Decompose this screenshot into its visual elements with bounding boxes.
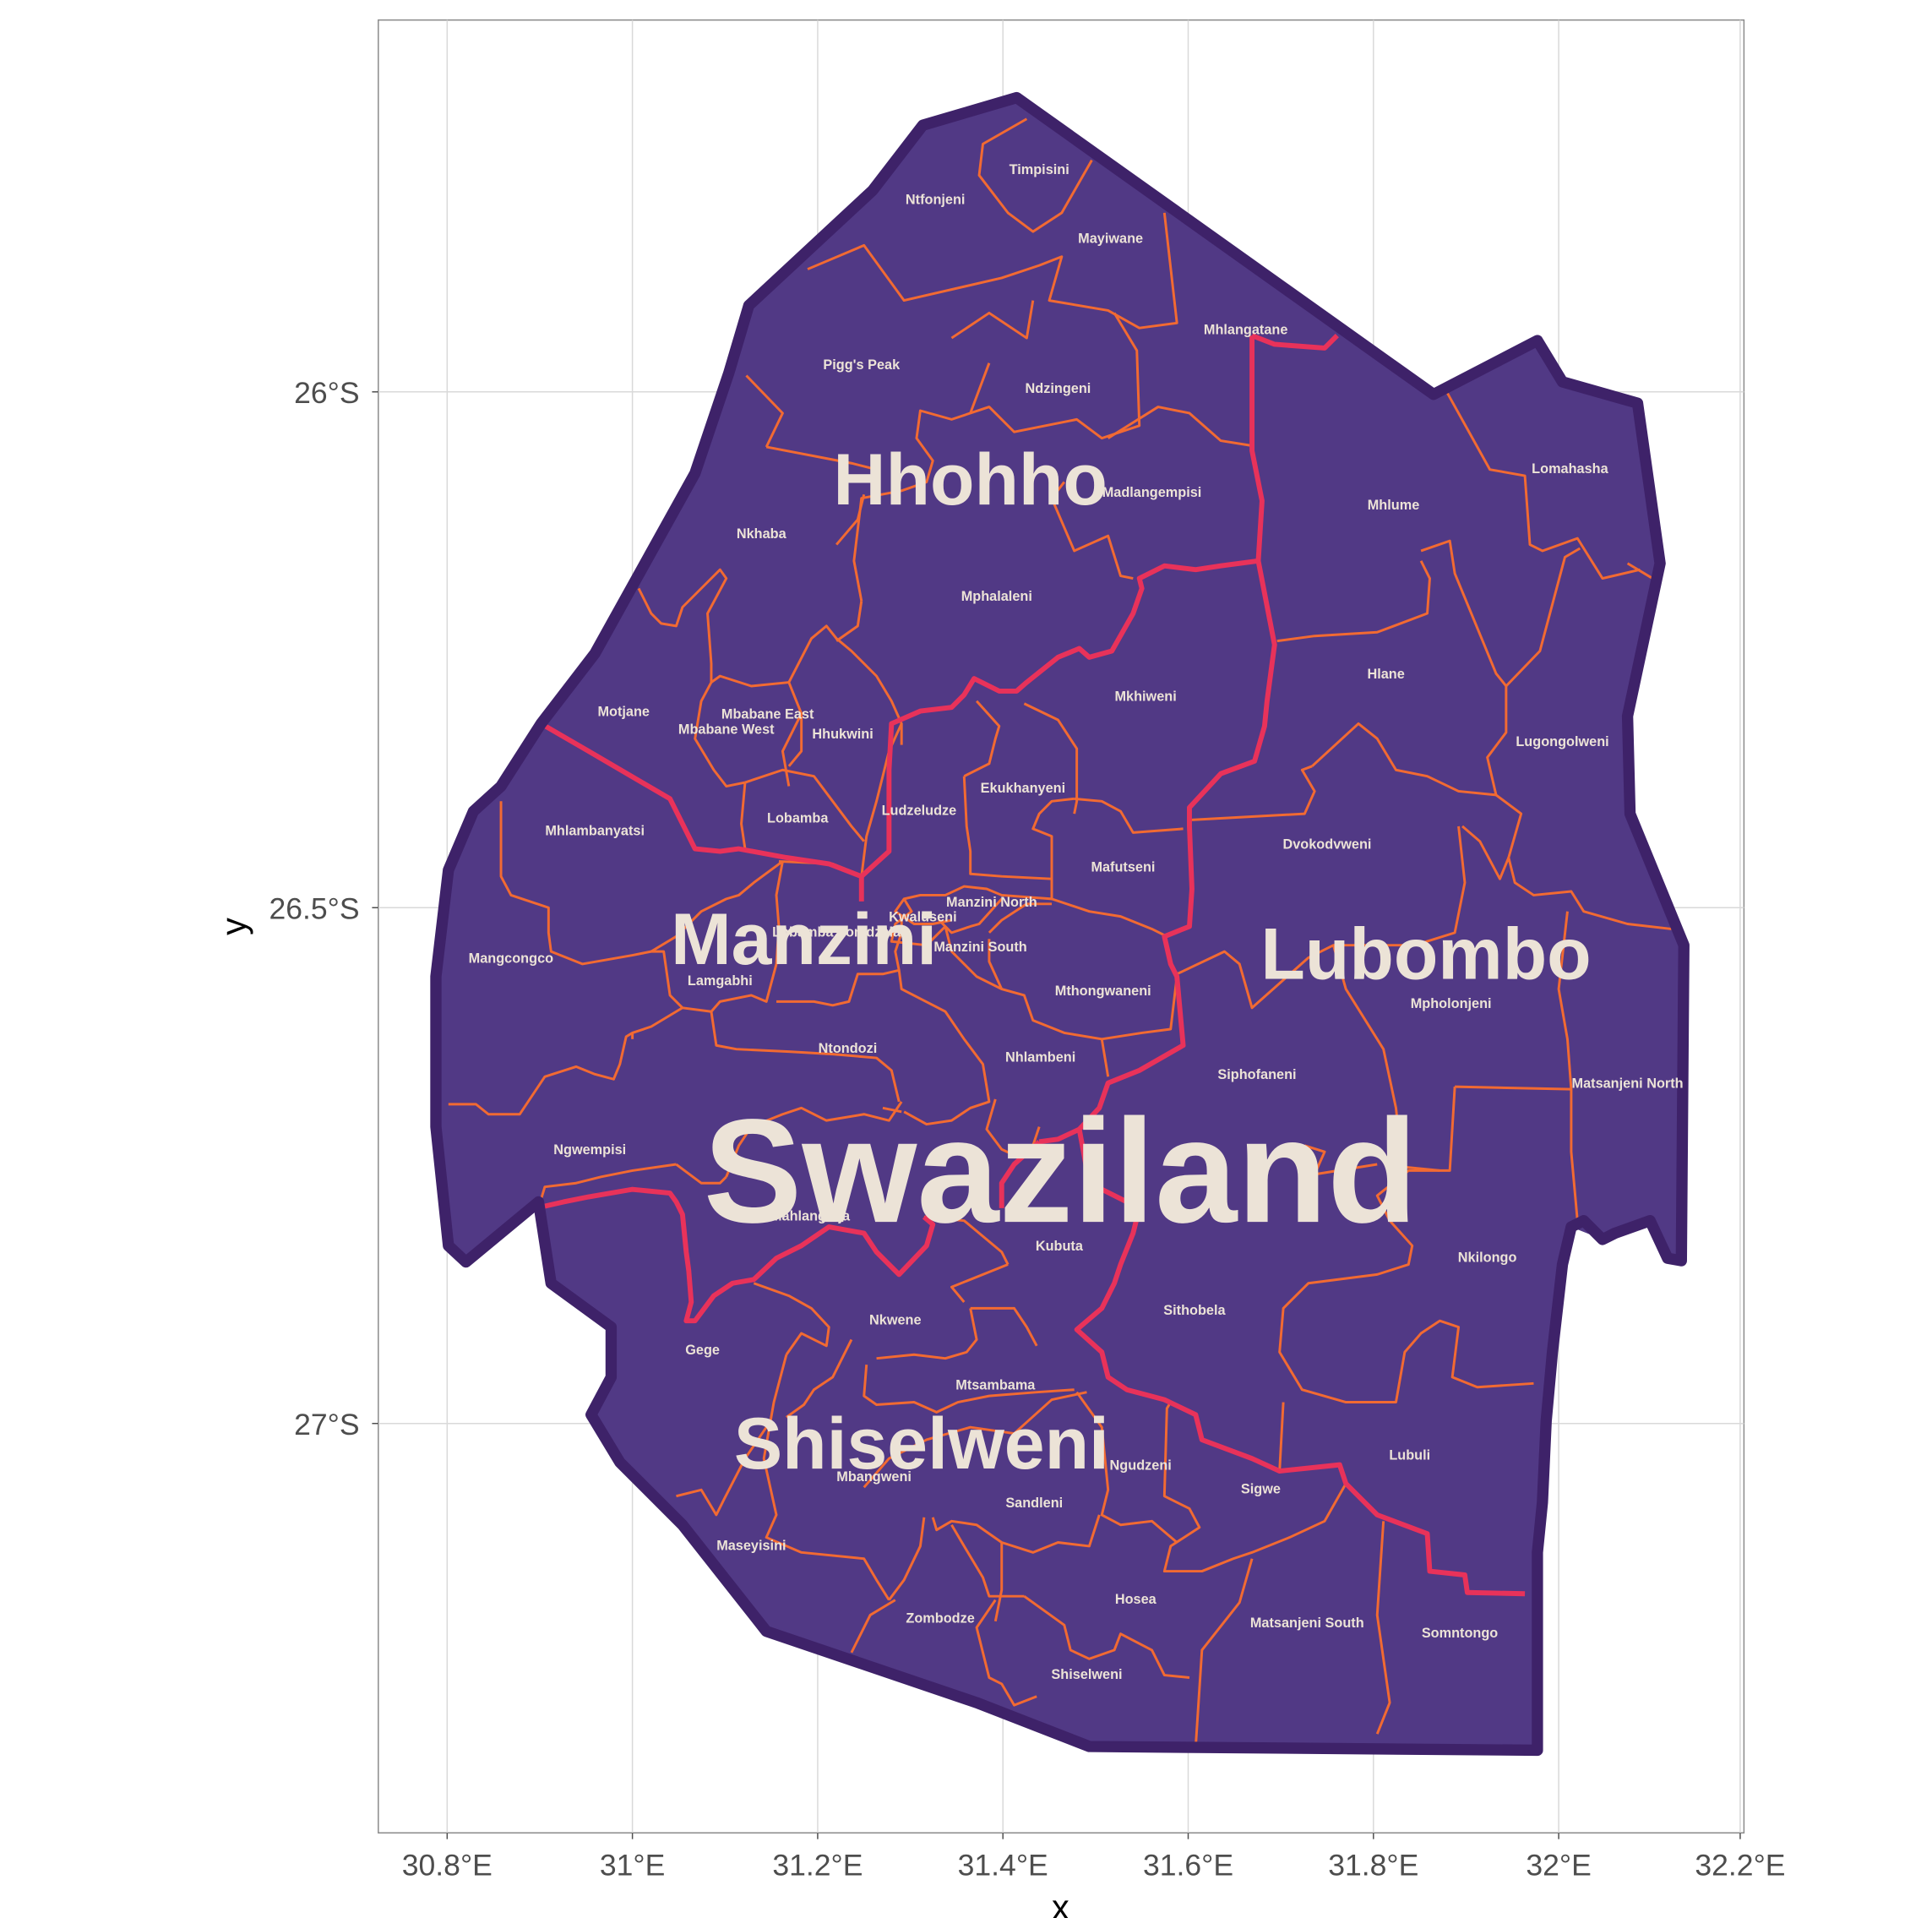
y-tick-label: 26°S <box>294 376 359 410</box>
inkhundla-label: Sithobela <box>1163 1303 1226 1318</box>
axis-ticks <box>372 391 1741 1839</box>
x-tick-label: 31.4°E <box>958 1849 1048 1883</box>
x-axis-title: x <box>1052 1887 1069 1918</box>
inkhundla-label: Motjane <box>597 705 650 720</box>
inkhundla-label: Mayiwane <box>1078 231 1143 246</box>
inkhundla-label: Mbabane East <box>721 707 814 722</box>
inkhundla-label: Timpisini <box>1010 162 1069 177</box>
x-tick-label: 31.6°E <box>1143 1849 1233 1883</box>
y-axis-labels: 26°S 26.5°S 27°S <box>269 376 359 1441</box>
inkhundla-label: Hlane <box>1367 667 1404 682</box>
x-axis-labels: 30.8°E 31°E 31.2°E 31.4°E 31.6°E 31.8°E … <box>402 1849 1786 1883</box>
inkhundla-label: Mbangweni <box>836 1469 912 1485</box>
inkhundla-label: Pigg's Peak <box>823 357 901 373</box>
x-tick-label: 31.2°E <box>772 1849 863 1883</box>
inkhundla-label: Zombodze <box>906 1610 974 1626</box>
inkhundla-label: Lobamba Lomdzala <box>772 924 901 940</box>
inkhundla-label: Mahlangatja <box>770 1209 851 1224</box>
inkhundla-label: Manzini North <box>946 895 1037 910</box>
inkhundla-label: Somntongo <box>1422 1626 1498 1641</box>
inkhundla-label: Mpholonjeni <box>1411 996 1492 1011</box>
inkhundla-label: Nhlambeni <box>1005 1050 1075 1065</box>
inkhundla-label: Mthongwaneni <box>1055 984 1151 999</box>
inkhundla-label: Mphalaleni <box>961 589 1032 604</box>
country-label: Swaziland <box>704 1089 1418 1254</box>
y-tick-label: 27°S <box>294 1408 359 1441</box>
inkhundla-label: Ngudzeni <box>1110 1458 1172 1474</box>
inkhundla-label: Mangcongco <box>469 951 553 966</box>
region-label-lubombo: Lubombo <box>1260 914 1591 995</box>
inkhundla-labels: Timpisini Ntfonjeni Mayiwane Mhlangatane… <box>469 162 1684 1682</box>
inkhundla-label: Gege <box>685 1343 720 1358</box>
inkhundla-label: Sigwe <box>1241 1482 1281 1497</box>
inkhundla-label: Mhlume <box>1368 498 1420 513</box>
inkhundla-label: Kwaluseni <box>889 910 957 925</box>
inkhundla-label: Mhlangatane <box>1204 323 1288 338</box>
inkhundla-label: Kubuta <box>1036 1239 1084 1254</box>
inkhundla-label: Madlangempisi <box>1102 485 1202 500</box>
inkhundla-label: Maseyisini <box>716 1538 786 1553</box>
inkhundla-label: Nkilongo <box>1458 1251 1517 1266</box>
country-polygon <box>435 97 1684 1751</box>
country-border <box>430 91 1690 1757</box>
region-label-manzini: Manzini <box>671 899 937 980</box>
inkhundla-label: Dvokodvweni <box>1283 837 1372 853</box>
inkhundla-label: Mkhiweni <box>1114 689 1176 705</box>
inkhundla-label: Lubuli <box>1389 1448 1430 1463</box>
region-label-shiselweni: Shiselweni <box>734 1403 1109 1485</box>
x-tick-label: 30.8°E <box>402 1849 493 1883</box>
inkhundla-label: Ndzingeni <box>1026 381 1091 396</box>
inkhundla-label: Nkwene <box>869 1313 922 1328</box>
x-tick-label: 31°E <box>600 1849 665 1883</box>
inkhundla-label: Hosea <box>1115 1592 1157 1607</box>
y-axis-title: y <box>214 918 253 935</box>
inkhundla-label: Lomahasha <box>1532 461 1608 477</box>
x-tick-label: 32.2°E <box>1695 1849 1785 1883</box>
inkhundla-label: Lamgabhi <box>688 973 753 989</box>
inkhundla-label: Hhukwini <box>812 727 873 742</box>
inkhundla-borders <box>448 117 1672 1747</box>
inkhundla-label: Sandleni <box>1005 1496 1063 1511</box>
inkhundla-label: Lugongolweni <box>1516 734 1608 749</box>
inkhundla-label: Ntfonjeni <box>906 193 966 208</box>
inkhundla-label: Siphofaneni <box>1217 1067 1296 1082</box>
inkhundla-label: Shiselweni <box>1051 1667 1122 1682</box>
inkhundla-label: Ludzeludze <box>882 804 957 819</box>
inkhundla-label: Matsanjeni South <box>1250 1616 1364 1631</box>
inkhundla-label: Mhlambanyatsi <box>545 823 645 838</box>
inkhundla-label: Manzini South <box>933 940 1026 955</box>
region-label-hhohho: Hhohho <box>833 439 1107 520</box>
inkhundla-label: Matsanjeni North <box>1572 1076 1684 1092</box>
region-borders <box>535 333 1526 1597</box>
inkhundla-label: Ngwempisi <box>553 1142 626 1158</box>
inkhundla-label: Mtsambama <box>955 1378 1036 1393</box>
inkhundla-label: Mbabane West <box>678 722 775 737</box>
region-labels: Hhohho Manzini Lubombo Shiselweni <box>671 439 1592 1485</box>
x-tick-label: 31.8°E <box>1328 1849 1418 1883</box>
y-tick-label: 26.5°S <box>269 892 359 926</box>
inkhundla-label: Lobamba <box>767 810 829 826</box>
inkhundla-label: Ekukhanyeni <box>981 781 1065 796</box>
inkhundla-label: Nkhaba <box>737 526 787 542</box>
x-tick-label: 32°E <box>1526 1849 1591 1883</box>
inkhundla-label: Mafutseni <box>1091 859 1155 875</box>
inkhundla-label: Ntondozi <box>819 1041 878 1056</box>
